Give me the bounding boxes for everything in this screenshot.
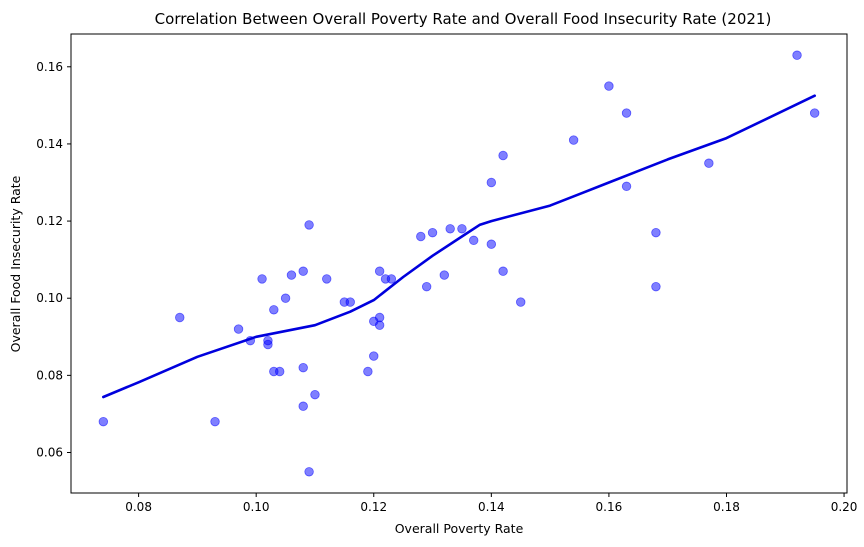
data-point [568, 135, 579, 145]
data-point [516, 297, 526, 307]
data-point [386, 274, 397, 284]
chart-title: Correlation Between Overall Poverty Rate… [155, 10, 772, 28]
y-tick-label: 0.06 [36, 446, 63, 460]
data-point [98, 416, 109, 427]
data-point [304, 467, 314, 477]
data-point [298, 362, 308, 373]
y-axis-label: Overall Food Insecurity Rate [8, 175, 23, 352]
data-point [233, 324, 244, 334]
data-point [298, 266, 308, 276]
trend-line [102, 94, 816, 399]
data-point [374, 320, 385, 330]
data-point [263, 339, 273, 350]
data-point [486, 177, 497, 188]
data-point [416, 231, 426, 242]
data-point [427, 227, 438, 238]
data-point [498, 266, 508, 276]
data-point [792, 50, 802, 60]
data-point [363, 366, 373, 377]
data-point [704, 158, 714, 168]
data-point [421, 281, 432, 292]
data-point [468, 235, 479, 246]
x-tick-label: 0.20 [831, 500, 858, 514]
data-point [486, 239, 497, 249]
data-point [298, 401, 308, 411]
data-point [280, 293, 291, 303]
data-point [286, 270, 297, 280]
data-point [809, 108, 820, 118]
plot-area [98, 50, 820, 477]
y-tick-label: 0.12 [36, 214, 63, 228]
data-point [651, 227, 661, 238]
data-point [369, 351, 379, 361]
x-tick-label: 0.18 [713, 500, 740, 514]
data-point [621, 108, 632, 118]
x-tick-label: 0.16 [596, 500, 623, 514]
y-axis: 0.06 0.08 0.10 0.12 0.14 0.16 [36, 60, 71, 460]
data-point [269, 305, 279, 315]
data-point [304, 220, 314, 230]
data-point [257, 274, 267, 284]
data-point [374, 312, 385, 323]
plot-frame [70, 33, 848, 494]
data-point [210, 416, 220, 427]
y-tick-label: 0.10 [36, 291, 63, 305]
y-tick-label: 0.14 [36, 137, 63, 151]
data-point [439, 270, 450, 280]
x-axis-label: Overall Poverty Rate [395, 521, 524, 536]
data-point [374, 266, 385, 276]
x-tick-label: 0.14 [478, 500, 505, 514]
data-point [651, 281, 661, 292]
data-point [175, 312, 185, 323]
data-point [274, 366, 285, 377]
data-point [498, 150, 508, 161]
x-tick-label: 0.10 [243, 500, 270, 514]
data-point [345, 297, 355, 307]
data-point [445, 224, 455, 234]
data-point [322, 274, 332, 284]
data-point [457, 224, 467, 234]
x-tick-label: 0.12 [360, 500, 387, 514]
data-point [604, 81, 614, 91]
data-point [310, 389, 320, 400]
y-tick-label: 0.16 [36, 60, 63, 74]
data-point [621, 181, 632, 192]
y-tick-label: 0.08 [36, 368, 63, 382]
x-axis: 0.08 0.10 0.12 0.14 0.16 0.18 0.20 [125, 493, 857, 514]
x-tick-label: 0.08 [125, 500, 152, 514]
